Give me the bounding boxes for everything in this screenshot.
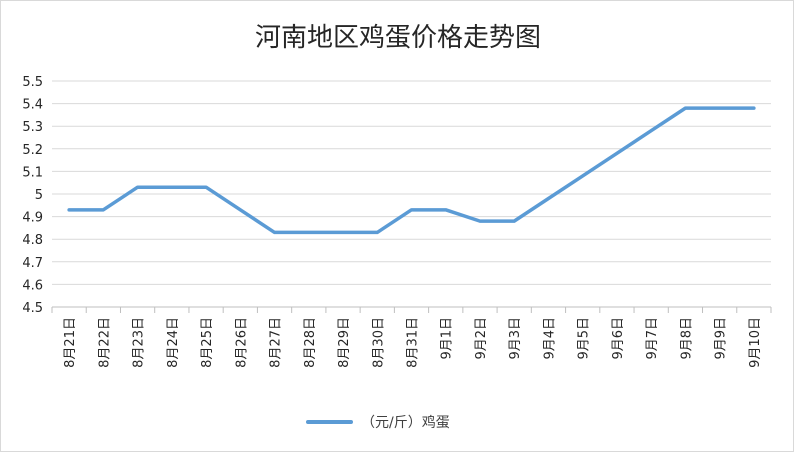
x-tick-label: 9月6日 <box>611 317 626 360</box>
legend-label: （元/斤）鸡蛋 <box>361 414 450 431</box>
y-tick-label: 4.8 <box>22 233 43 248</box>
x-tick-label: 8月22日 <box>97 317 112 368</box>
series-lines <box>67 106 756 235</box>
y-tick-label: 5.1 <box>22 165 43 180</box>
chart-title: 河南地区鸡蛋价格走势图 <box>255 23 541 53</box>
y-tick-label: 5 <box>35 188 43 203</box>
x-tick-label: 8月28日 <box>303 317 318 368</box>
series-line <box>67 106 756 235</box>
x-tick-label: 8月31日 <box>406 317 421 368</box>
y-tick-label: 5.4 <box>22 98 43 113</box>
x-tick-label: 9月1日 <box>440 317 455 360</box>
x-tick-label: 9月3日 <box>508 317 523 360</box>
y-tick-label: 5.2 <box>22 143 43 158</box>
x-tick-label: 9月4日 <box>542 317 557 360</box>
y-tick-label: 4.9 <box>22 211 43 226</box>
x-tick-label: 8月29日 <box>337 317 352 368</box>
x-axis <box>51 306 772 313</box>
x-tick-label: 9月5日 <box>577 317 592 360</box>
y-tick-label: 5.5 <box>22 75 43 90</box>
y-tick-label: 4.6 <box>22 278 43 293</box>
x-tick-label: 8月27日 <box>269 317 284 368</box>
x-tick-label: 9月2日 <box>474 317 489 360</box>
x-tick-label: 8月24日 <box>166 317 181 368</box>
x-tick-label: 8月21日 <box>63 317 78 368</box>
legend: （元/斤）鸡蛋 <box>306 414 450 431</box>
gridlines <box>52 80 771 285</box>
x-tick-label: 9月8日 <box>679 317 694 360</box>
x-tick-label: 8月23日 <box>132 317 147 368</box>
x-tick-label: 8月25日 <box>200 317 215 368</box>
y-axis-ticks: 4.5 4.6 4.7 4.8 4.9 5 5.1 5.2 5.3 5.4 5.5 <box>22 75 43 316</box>
x-axis-ticks: 8月21日 8月22日 8月23日 8月24日 8月25日 8月26日 8月27日 8月28日… <box>63 317 763 368</box>
x-tick-label: 9月9日 <box>714 317 729 360</box>
x-tick-label: 9月10日 <box>748 317 763 368</box>
y-tick-label: 4.7 <box>22 256 43 271</box>
x-tick-label: 9月7日 <box>645 317 660 360</box>
y-tick-label: 5.3 <box>22 120 43 135</box>
x-tick-label: 8月30日 <box>371 317 386 368</box>
x-tick-label: 8月26日 <box>234 317 249 368</box>
y-tick-label: 4.5 <box>22 301 43 316</box>
